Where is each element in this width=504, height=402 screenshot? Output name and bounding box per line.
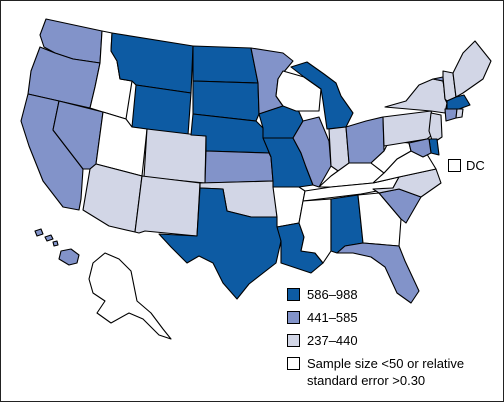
state-md: [408, 138, 432, 158]
state-az: [82, 163, 143, 233]
state-sd: [192, 80, 260, 122]
legend-label: 237–440: [307, 333, 358, 348]
legend-swatch: [287, 334, 300, 347]
state-co: [143, 128, 207, 184]
legend-swatch: [287, 357, 300, 370]
state-mt: [110, 32, 194, 94]
state-ak: [88, 252, 172, 340]
legend: 586–988 441–585 237–440 Sample size <50 …: [287, 286, 492, 395]
state-ct: [444, 108, 458, 122]
dc-swatch: [448, 159, 461, 172]
state-hi-islands: [34, 228, 59, 247]
legend-item: 586–988: [287, 286, 492, 303]
state-wy: [131, 84, 192, 136]
state-hi: [58, 248, 80, 266]
dc-indicator: DC: [448, 158, 485, 173]
state-nc: [372, 168, 442, 198]
legend-swatch: [287, 288, 300, 301]
legend-item: Sample size <50 or relative standard err…: [287, 355, 492, 389]
state-ga: [357, 192, 402, 247]
state-mi: [290, 61, 354, 130]
state-tx: [158, 187, 282, 300]
state-fl: [336, 242, 420, 304]
legend-swatch: [287, 311, 300, 324]
legend-label: 441–585: [307, 310, 358, 325]
state-ks: [204, 150, 274, 184]
legend-label: Sample size <50 or relative standard err…: [307, 356, 465, 388]
state-il: [292, 116, 332, 188]
legend-label: 586–988: [307, 287, 358, 302]
state-nd: [192, 45, 259, 84]
legend-item: 441–585: [287, 309, 492, 326]
dc-label: DC: [466, 158, 485, 173]
state-me: [452, 40, 492, 98]
state-ny: [384, 78, 448, 114]
state-nm: [134, 175, 201, 237]
state-ri: [455, 108, 464, 119]
legend-item: 237–440: [287, 332, 492, 349]
